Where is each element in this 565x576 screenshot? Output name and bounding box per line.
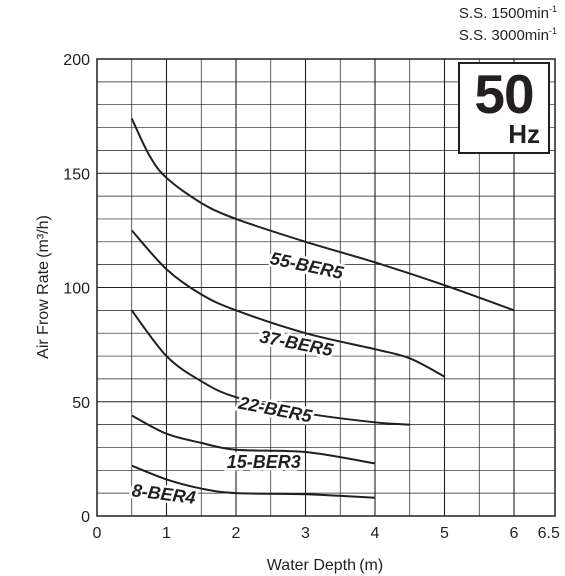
y-tick-label: 200 (63, 52, 90, 69)
series-label-22-ber5: 22-BER5 (236, 393, 314, 427)
series-line-37-ber5 (131, 229, 445, 378)
series-line-8-ber4 (131, 464, 376, 499)
y-tick-label: 150 (63, 166, 90, 183)
x-tick-label: 6 (510, 525, 519, 542)
chart-tick-labels: 0 1 2 3 4 5 6 6.5 0 50 100 150 200 (63, 52, 560, 542)
x-tick-label: 6.5 (538, 525, 560, 542)
frequency-unit: Hz (508, 119, 540, 149)
series-line-55-ber5 (130, 117, 515, 312)
chart-series-lines (130, 117, 515, 499)
x-tick-label: 5 (440, 525, 449, 542)
plot-frame (96, 58, 556, 517)
y-tick-label: 100 (63, 281, 90, 298)
x-tick-label: 4 (371, 525, 380, 542)
x-axis-label: Water Depth (m) (267, 557, 383, 574)
chart-axes (96, 58, 556, 517)
y-axis-label: Air Frow Rate (m³/h) (35, 215, 52, 359)
series-label-55-ber5: 55-BER5 (268, 248, 346, 283)
speed-label-1500: S.S. 1500min-1 (458, 4, 557, 22)
series-line-15-ber3 (131, 414, 376, 465)
x-tick-label: 1 (162, 525, 171, 542)
series-label-15-ber3: 15-BER3 (227, 452, 301, 472)
y-tick-label: 0 (81, 509, 90, 526)
x-tick-label: 0 (93, 525, 102, 542)
chart-grid (97, 59, 555, 516)
y-tick-label: 50 (72, 395, 90, 412)
x-tick-label: 2 (232, 525, 241, 542)
frequency-badge: 50 Hz (458, 62, 550, 154)
series-line-22-ber5 (130, 309, 410, 426)
speed-label-3000: S.S. 3000min-1 (458, 26, 557, 44)
frequency-value: 50 (474, 63, 534, 125)
x-tick-label: 3 (301, 525, 310, 542)
